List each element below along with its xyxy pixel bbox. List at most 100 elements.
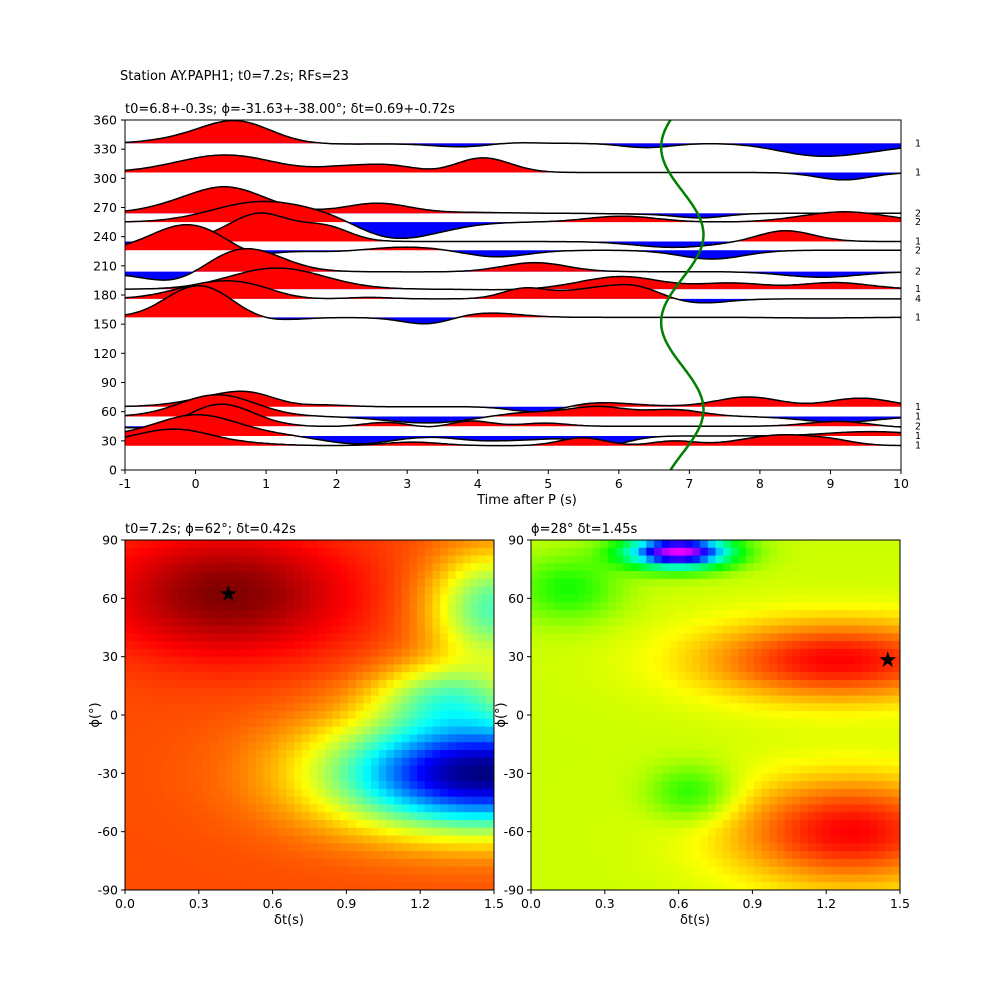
trace-positive-fill — [125, 120, 901, 144]
heatmap-cell — [815, 757, 824, 767]
heatmap-cell — [884, 820, 893, 829]
heatmap-cell — [692, 648, 701, 658]
heatmap-cell — [884, 734, 893, 743]
heatmap-cell — [386, 757, 395, 767]
heatmap-cell — [892, 750, 900, 759]
heatmap-cell — [301, 594, 311, 603]
heatmap-cell — [577, 874, 586, 883]
heatmap-cell — [355, 804, 364, 813]
figure-suptitle: Station AY.PAPH1; t0=7.2s; RFs=23 — [120, 69, 349, 84]
heatmap-cell — [730, 617, 740, 627]
heatmap-cell — [263, 750, 272, 759]
heatmap-cell — [592, 711, 601, 720]
heatmap-cell — [838, 602, 847, 611]
heatmap-cell — [248, 882, 257, 890]
heatmap-cell — [753, 641, 763, 650]
heatmap-cell — [447, 617, 457, 627]
heatmap-cell — [700, 788, 709, 798]
heatmap-cell — [700, 835, 709, 844]
heatmap-cell — [132, 602, 141, 611]
heatmap-cell — [278, 796, 288, 806]
heatmap-cell — [846, 804, 855, 813]
heatmap-cell — [309, 571, 318, 580]
heatmap-cell — [738, 586, 747, 596]
heatmap-cell — [132, 594, 141, 603]
heatmap-cell — [171, 540, 180, 549]
heatmap-cell — [186, 773, 195, 782]
heatmap-cell — [294, 726, 303, 736]
heatmap-cell — [263, 866, 272, 876]
heatmap-cell — [455, 734, 464, 743]
heatmap-cell — [577, 742, 586, 751]
heatmap-cell — [186, 858, 195, 868]
heatmap-cell — [248, 633, 257, 642]
heatmap-cell — [255, 843, 264, 852]
heatmap-cell — [538, 664, 547, 673]
heatmap-cell — [692, 726, 701, 736]
heatmap-cell — [409, 726, 418, 736]
heatmap-cell — [569, 672, 578, 681]
heatmap-cell — [394, 586, 403, 596]
heatmap-cell — [271, 866, 280, 876]
heatmap-cell — [684, 858, 694, 868]
heatmap-cell — [155, 540, 165, 549]
heatmap-cell — [155, 835, 165, 844]
heatmap-cell — [248, 804, 257, 813]
heatmap-cell — [707, 540, 717, 549]
heatmap-cell — [309, 610, 318, 619]
heatmap-cell — [800, 858, 809, 868]
heatmap-cell — [371, 695, 380, 704]
heatmap-cell — [470, 547, 480, 557]
heatmap-cell — [424, 851, 434, 860]
heatmap-cell — [363, 742, 372, 751]
y-tick-label: -90 — [98, 883, 118, 898]
heatmap-cell — [715, 874, 724, 883]
heatmap-cell — [761, 765, 770, 774]
heatmap-cell — [271, 788, 280, 798]
heatmap-cell — [661, 874, 670, 883]
heatmap-cell — [332, 788, 341, 798]
heatmap-cell — [584, 726, 594, 736]
heatmap-cell — [853, 858, 863, 868]
heatmap-cell — [278, 703, 288, 712]
heatmap-cell — [546, 703, 555, 712]
heatmap-cell — [155, 796, 165, 806]
heatmap-cell — [140, 656, 149, 666]
heatmap-cell — [884, 633, 893, 642]
heatmap-cell — [723, 687, 732, 697]
heatmap-cell — [148, 664, 157, 673]
heatmap-cell — [884, 540, 893, 549]
heatmap-cell — [730, 563, 740, 572]
heatmap-cell — [194, 664, 203, 673]
heatmap-cell — [538, 540, 547, 549]
heatmap-cell — [209, 547, 218, 557]
heatmap-cell — [830, 680, 840, 689]
right-heatmap-panel: ϕ=28° δt=1.45s 0.0 0.3 0.6 0.9 1.2 1.5-90-60-… — [494, 522, 910, 928]
heatmap-cell — [623, 765, 632, 774]
heatmap-cell — [478, 617, 487, 627]
heatmap-cell — [884, 680, 893, 689]
heatmap-cell — [584, 625, 594, 634]
heatmap-cell — [661, 804, 670, 813]
heatmap-cell — [224, 555, 234, 564]
heatmap-cell — [746, 633, 755, 642]
heatmap-cell — [823, 610, 832, 619]
heatmap-cell — [838, 851, 847, 860]
heatmap-cell — [401, 820, 411, 829]
heatmap-cell — [224, 656, 234, 666]
heatmap-cell — [409, 555, 418, 564]
heatmap-cell — [723, 610, 732, 619]
heatmap-cell — [463, 563, 472, 572]
heatmap-cell — [463, 750, 472, 759]
heatmap-cell — [263, 555, 272, 564]
heatmap-cell — [148, 858, 157, 868]
heatmap-cell — [761, 773, 770, 782]
heatmap-cell — [746, 843, 755, 852]
heatmap-cell — [401, 851, 411, 860]
heatmap-cell — [700, 796, 709, 806]
heatmap-cell — [892, 711, 900, 720]
heatmap-cell — [163, 594, 172, 603]
heatmap-cell — [309, 765, 318, 774]
heatmap-cell — [271, 540, 280, 549]
heatmap-cell — [784, 781, 793, 790]
